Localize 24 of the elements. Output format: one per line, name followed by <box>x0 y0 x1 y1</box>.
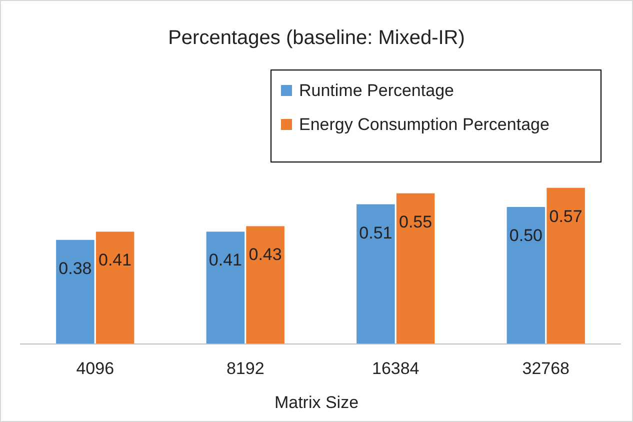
data-label: 0.41 <box>98 250 132 270</box>
bar <box>56 240 94 344</box>
bar <box>396 193 435 344</box>
data-label: 0.41 <box>208 250 242 270</box>
bar <box>206 232 245 344</box>
x-tick-label: 4096 <box>76 359 114 378</box>
data-label: 0.55 <box>399 212 432 232</box>
x-tick-label: 32768 <box>522 359 570 378</box>
x-axis-title: Matrix Size <box>274 393 359 412</box>
bar <box>546 188 585 344</box>
bar <box>96 232 134 344</box>
bar <box>246 226 284 344</box>
data-label: 0.57 <box>549 206 582 226</box>
legend-label: Runtime Percentage <box>299 81 454 100</box>
bar <box>506 207 546 344</box>
data-label: 0.51 <box>359 223 392 242</box>
data-label: 0.38 <box>58 258 92 278</box>
x-tick-label: 16384 <box>372 359 420 378</box>
legend-label: Energy Consumption Percentage <box>299 115 550 134</box>
x-tick-label: 8192 <box>226 359 264 378</box>
data-label: 0.50 <box>509 226 542 245</box>
bar <box>356 204 395 344</box>
data-label: 0.43 <box>248 245 282 264</box>
chart-title: Percentages (baseline: Mixed-IR) <box>168 27 465 49</box>
